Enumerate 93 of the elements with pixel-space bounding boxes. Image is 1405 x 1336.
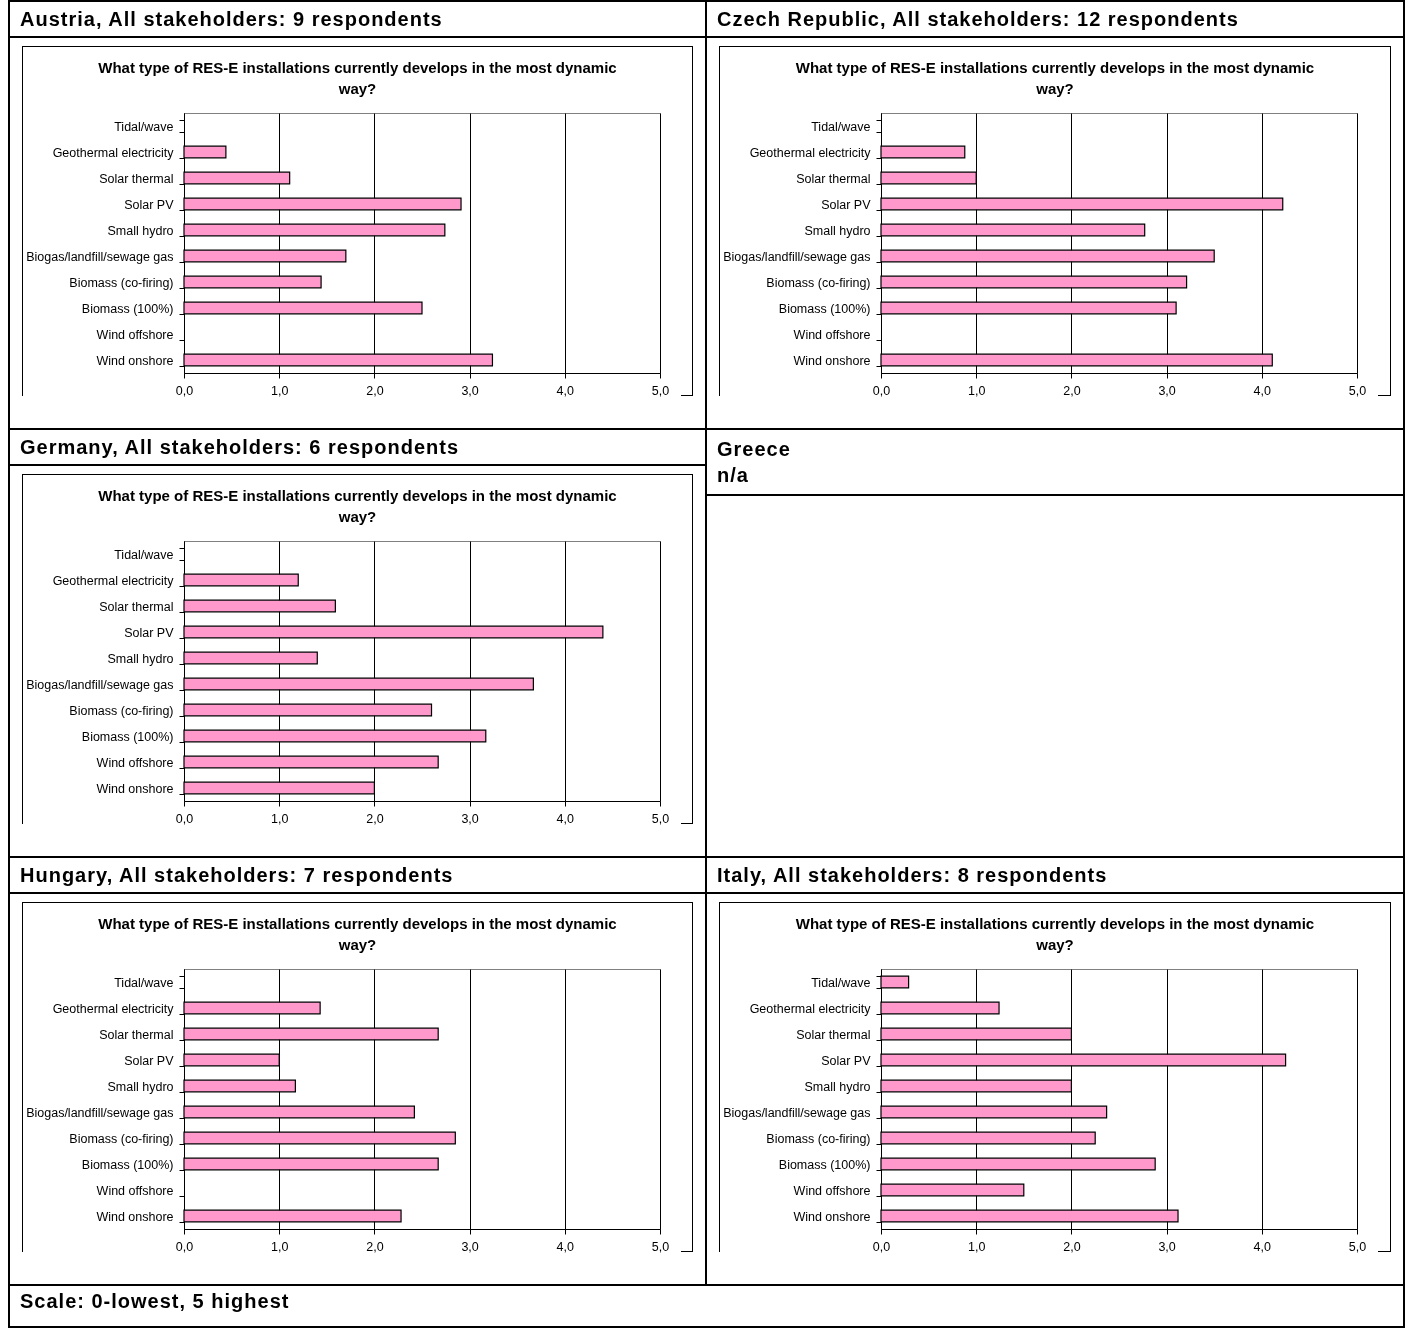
y-tick-label: Wind offshore <box>96 1183 174 1198</box>
y-tick-label: Small hydro <box>804 1079 871 1094</box>
y-tick-label: Tidal/wave <box>114 119 174 134</box>
x-tick-label: 4,0 <box>1253 383 1272 398</box>
text: n/a <box>717 464 749 486</box>
text: Scale: 0-lowest, 5 highest <box>10 1286 1403 1326</box>
x-tick-label: 1,0 <box>968 383 986 398</box>
y-tick-label: Wind offshore <box>96 755 174 770</box>
x-tick-label: 5,0 <box>1348 383 1367 398</box>
y-tick-label: Solar PV <box>821 1053 872 1068</box>
chart-title: Germany, All stakeholders: 6 respondents <box>10 430 705 466</box>
y-tick-label: Wind onshore <box>96 353 174 368</box>
y-tick-label: Biomass (co-firing) <box>69 1131 174 1146</box>
chart-title: Czech Republic, All stakeholders: 12 respondents <box>707 2 1403 38</box>
y-tick-label: Biomass (co-firing) <box>766 1131 871 1146</box>
chart-subtitle: What type of RES-E installations currently develops in the most dynamic way? <box>794 58 1316 99</box>
y-tick-label: Biomass (100%) <box>778 1157 871 1172</box>
y-tick-label: Small hydro <box>804 223 871 238</box>
y-tick-label: Biomass (100%) <box>81 1157 174 1172</box>
x-tick-label: 1,0 <box>271 811 289 826</box>
x-tick-label: 3,0 <box>461 811 479 826</box>
x-tick-label: 5,0 <box>651 811 670 826</box>
x-tick-label: 1,0 <box>271 1239 289 1254</box>
y-tick-label: Solar PV <box>821 197 872 212</box>
y-tick-label: Geothermal electricity <box>52 1001 175 1016</box>
y-tick-label: Tidal/wave <box>114 547 174 562</box>
y-tick-label: Wind offshore <box>793 327 871 342</box>
x-tick-label: 3,0 <box>1158 383 1176 398</box>
y-tick-label: Solar thermal <box>99 1027 174 1042</box>
x-tick-label: 1,0 <box>271 383 289 398</box>
chart-subtitle: What type of RES-E installations currently develops in the most dynamic way? <box>97 914 618 955</box>
x-tick-label: 2,0 <box>366 383 384 398</box>
y-tick-label: Solar thermal <box>99 171 174 186</box>
y-tick-label: Biomass (100%) <box>81 301 174 316</box>
y-tick-label: Tidal/wave <box>811 975 871 990</box>
x-tick-label: 1,0 <box>968 1239 986 1254</box>
x-tick-label: 0,0 <box>872 1239 891 1254</box>
y-tick-label: Solar thermal <box>796 171 871 186</box>
y-tick-label: Small hydro <box>107 1079 174 1094</box>
x-tick-label: 4,0 <box>1253 1239 1272 1254</box>
x-tick-label: 2,0 <box>1063 383 1081 398</box>
x-tick-label: 4,0 <box>556 383 575 398</box>
y-tick-label: Biogas/landfill/sewage gas <box>723 1105 871 1120</box>
y-tick-label: Biomass (co-firing) <box>766 275 871 290</box>
y-tick-label: Solar thermal <box>99 599 174 614</box>
y-tick-label: Biomass (100%) <box>778 301 871 316</box>
y-tick-label: Solar PV <box>124 1053 175 1068</box>
y-tick-label: Biomass (co-firing) <box>69 275 174 290</box>
chart-title: Austria, All stakeholders: 9 respondents <box>10 2 705 38</box>
y-tick-label: Biomass (100%) <box>81 729 174 744</box>
y-tick-label: Small hydro <box>107 223 174 238</box>
x-tick-label: 3,0 <box>461 1239 479 1254</box>
x-tick-label: 2,0 <box>1063 1239 1081 1254</box>
chart-title: Hungary, All stakeholders: 7 respondents <box>10 858 705 894</box>
y-tick-label: Biomass (co-firing) <box>69 703 174 718</box>
y-tick-label: Solar thermal <box>796 1027 871 1042</box>
y-tick-label: Wind onshore <box>96 781 174 796</box>
x-tick-label: 0,0 <box>175 1239 194 1254</box>
x-tick-label: 5,0 <box>651 383 670 398</box>
y-tick-label: Tidal/wave <box>114 975 174 990</box>
chart-title: Italy, All stakeholders: 8 respondents <box>707 858 1403 894</box>
y-tick-label: Geothermal electricity <box>749 145 872 160</box>
y-tick-label: Wind offshore <box>96 327 174 342</box>
x-tick-label: 0,0 <box>872 383 891 398</box>
x-tick-label: 2,0 <box>366 811 384 826</box>
x-tick-label: 3,0 <box>461 383 479 398</box>
y-tick-label: Solar PV <box>124 625 175 640</box>
y-tick-label: Wind onshore <box>793 1209 871 1224</box>
y-tick-label: Tidal/wave <box>811 119 871 134</box>
y-tick-label: Biogas/landfill/sewage gas <box>26 249 174 264</box>
y-tick-label: Geothermal electricity <box>749 1001 872 1016</box>
x-tick-label: 0,0 <box>175 811 194 826</box>
chart-subtitle: What type of RES-E installations currently develops in the most dynamic way? <box>97 486 618 527</box>
x-tick-label: 4,0 <box>556 1239 575 1254</box>
text: Greece <box>717 438 791 460</box>
x-tick-label: 5,0 <box>651 1239 670 1254</box>
y-tick-label: Wind onshore <box>793 353 871 368</box>
y-tick-label: Biogas/landfill/sewage gas <box>26 677 174 692</box>
y-tick-label: Solar PV <box>124 197 175 212</box>
x-tick-label: 3,0 <box>1158 1239 1176 1254</box>
x-tick-label: 4,0 <box>556 811 575 826</box>
y-tick-label: Biogas/landfill/sewage gas <box>723 249 871 264</box>
y-tick-label: Geothermal electricity <box>52 573 175 588</box>
chart-subtitle: What type of RES-E installations currently develops in the most dynamic way? <box>794 914 1316 955</box>
y-tick-label: Geothermal electricity <box>52 145 175 160</box>
y-tick-label: Biogas/landfill/sewage gas <box>26 1105 174 1120</box>
y-tick-label: Wind onshore <box>96 1209 174 1224</box>
x-tick-label: 0,0 <box>175 383 194 398</box>
x-tick-label: 5,0 <box>1348 1239 1367 1254</box>
y-tick-label: Wind offshore <box>793 1183 871 1198</box>
y-tick-label: Small hydro <box>107 651 174 666</box>
x-tick-label: 2,0 <box>366 1239 384 1254</box>
chart-subtitle: What type of RES-E installations currently develops in the most dynamic way? <box>97 58 618 99</box>
